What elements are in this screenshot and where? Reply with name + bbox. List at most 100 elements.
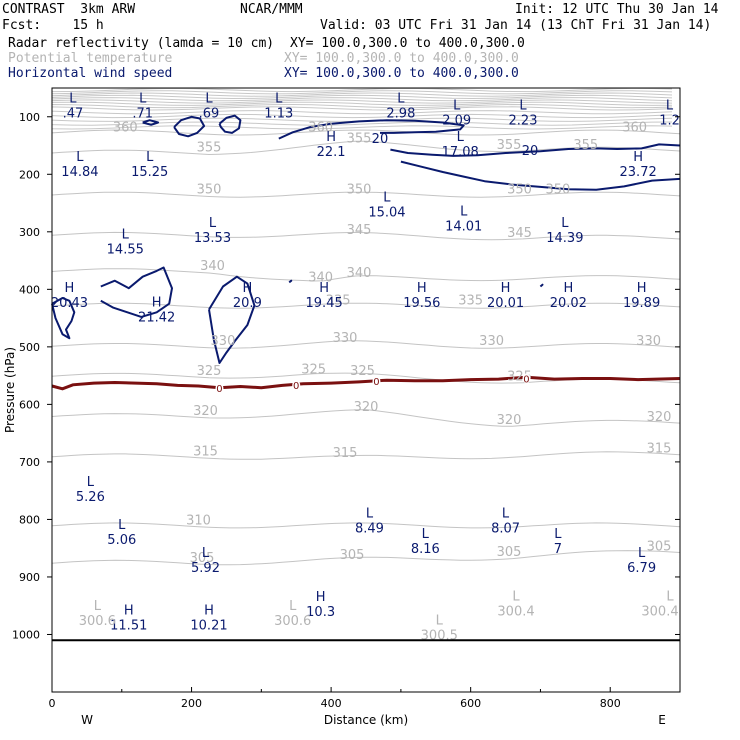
theta-label: 350 [197,183,222,198]
wind-extremum-high: H [417,281,427,296]
east-end-label: E [658,713,666,727]
theta-contour [51,110,673,115]
theta-label: 320 [497,413,522,428]
theta-contour [51,113,673,119]
theta-contour [51,125,673,130]
theta-extremum-low: L [289,599,297,614]
theta-extremum-value: 300.4 [641,604,678,619]
wind-contour-label: 20 [372,132,389,147]
model-title: CONTRAST 3km ARW [2,2,136,17]
theta-extremum-value: 300.6 [79,614,116,629]
x-tick-label: 600 [460,697,481,710]
y-tick-label: 700 [19,456,40,469]
wind-contour-20 [100,266,173,318]
wind-extremum-high: H [65,281,75,296]
wind-extremum-value: .47 [63,106,84,121]
wind-extremum-value: .69 [199,106,220,121]
legend-reflectivity-xy: XY= 100.0,300.0 to 400.0,300.0 [290,36,525,51]
wind-extremum-low: L [118,518,126,533]
wind-extremum-value: 13.53 [194,231,231,246]
legend-wind-xy: XY= 100.0,300.0 to 400.0,300.0 [284,66,519,81]
wind-contour-20 [208,275,256,364]
wind-extremum-value: 2.09 [442,113,471,128]
wind-extremum-value: 5.92 [191,561,220,576]
wind-extremum-value: 17.08 [442,145,479,160]
wind-extremum-low: L [366,507,374,522]
wind-extremum-value: 23.72 [620,165,657,180]
wind-extremum-value: 2.98 [386,106,415,121]
wind-extremum-value: 8.16 [411,542,440,557]
y-tick-label: 600 [19,398,40,411]
wind-extremum-value: 15.25 [131,165,168,180]
theta-label: 330 [333,331,358,346]
theta-label: 320 [193,404,218,419]
wind-contour-20 [173,115,206,138]
wind-extremum-value: 5.26 [76,490,105,505]
theta-label: 350 [347,183,372,198]
reflectivity-label: 0 [216,384,222,395]
theta-contour-355 [51,140,681,156]
theta-label: 355 [497,138,522,153]
wind-extremum-low: L [69,91,77,106]
x-tick-label: 400 [321,697,342,710]
wind-extremum-value: 20.43 [51,296,88,311]
wind-extremum-low: L [561,216,569,231]
wind-extremum-high: H [326,130,336,145]
reflectivity-contours [51,375,681,391]
theta-extremum-low: L [94,599,102,614]
wind-contour-20 [390,143,681,157]
theta-label: 315 [193,444,218,459]
theta-contours [51,87,681,566]
wind-extremum-low: L [422,527,430,542]
theta-contour [51,97,673,102]
theta-label: 305 [647,539,672,554]
wind-extremum-value: 19.56 [403,296,440,311]
wind-contour-20 [539,283,544,288]
legend-reflectivity-label: Radar reflectivity (lamda = 10 cm) [8,36,275,51]
reflectivity-label: 0 [293,381,299,392]
legend-theta-label: Potential temperature [8,51,173,66]
theta-label: 315 [333,446,358,461]
x-axis-label: Distance (km) [324,713,408,727]
theta-label: 305 [497,545,522,560]
valid-time: Valid: 03 UTC Fri 31 Jan 14 (13 ChT Fri … [320,18,712,33]
wind-extremum-high: H [637,281,647,296]
y-tick-label: 900 [19,571,40,584]
wind-contour-20 [218,114,242,134]
wind-extremum-value: 11.51 [110,618,147,633]
wind-extremum-low: L [519,98,527,113]
theta-contour [51,106,673,111]
wind-contour-20 [142,119,160,126]
wind-extremum-high: H [242,281,252,296]
theta-label: 350 [545,183,570,198]
theta-label: 355 [573,138,598,153]
wind-extremum-low: L [76,150,84,165]
init-time: Init: 12 UTC Thu 30 Jan 14 [515,2,719,17]
theta-label: 335 [326,294,351,309]
wind-extremum-low: L [122,228,130,243]
wind-extremum-value: 8.49 [355,522,384,537]
wind-extremum-low: L [205,91,213,106]
theta-contour-305 [51,550,681,566]
theta-extremum-value: 300.4 [497,604,534,619]
wind-extremum-low: L [383,190,391,205]
theta-label: 355 [197,141,222,156]
wind-extremum-value: 14.55 [107,243,144,258]
wind-contour-label: 20 [522,144,539,159]
theta-label: 320 [647,410,672,425]
theta-contour [51,90,673,95]
wind-extremum-low: L [275,91,283,106]
wind-contours [51,114,681,364]
wind-extremum-low: L [87,475,95,490]
y-tick-label: 100 [19,111,40,124]
x-tick-label: 0 [49,697,56,710]
theta-label: 305 [340,548,365,563]
plot-frame [51,87,681,693]
theta-contour-350 [51,191,681,198]
wind-extremum-value: .71 [132,106,153,121]
contour-labels: 360 360 360 355 355 355 355 350 350 350 350 345 345 3… [51,91,680,643]
wind-extremum-value: 20.01 [487,296,524,311]
theta-label: 360 [308,121,333,136]
reflectivity-label-bg [372,376,381,387]
theta-label: 340 [347,266,372,281]
